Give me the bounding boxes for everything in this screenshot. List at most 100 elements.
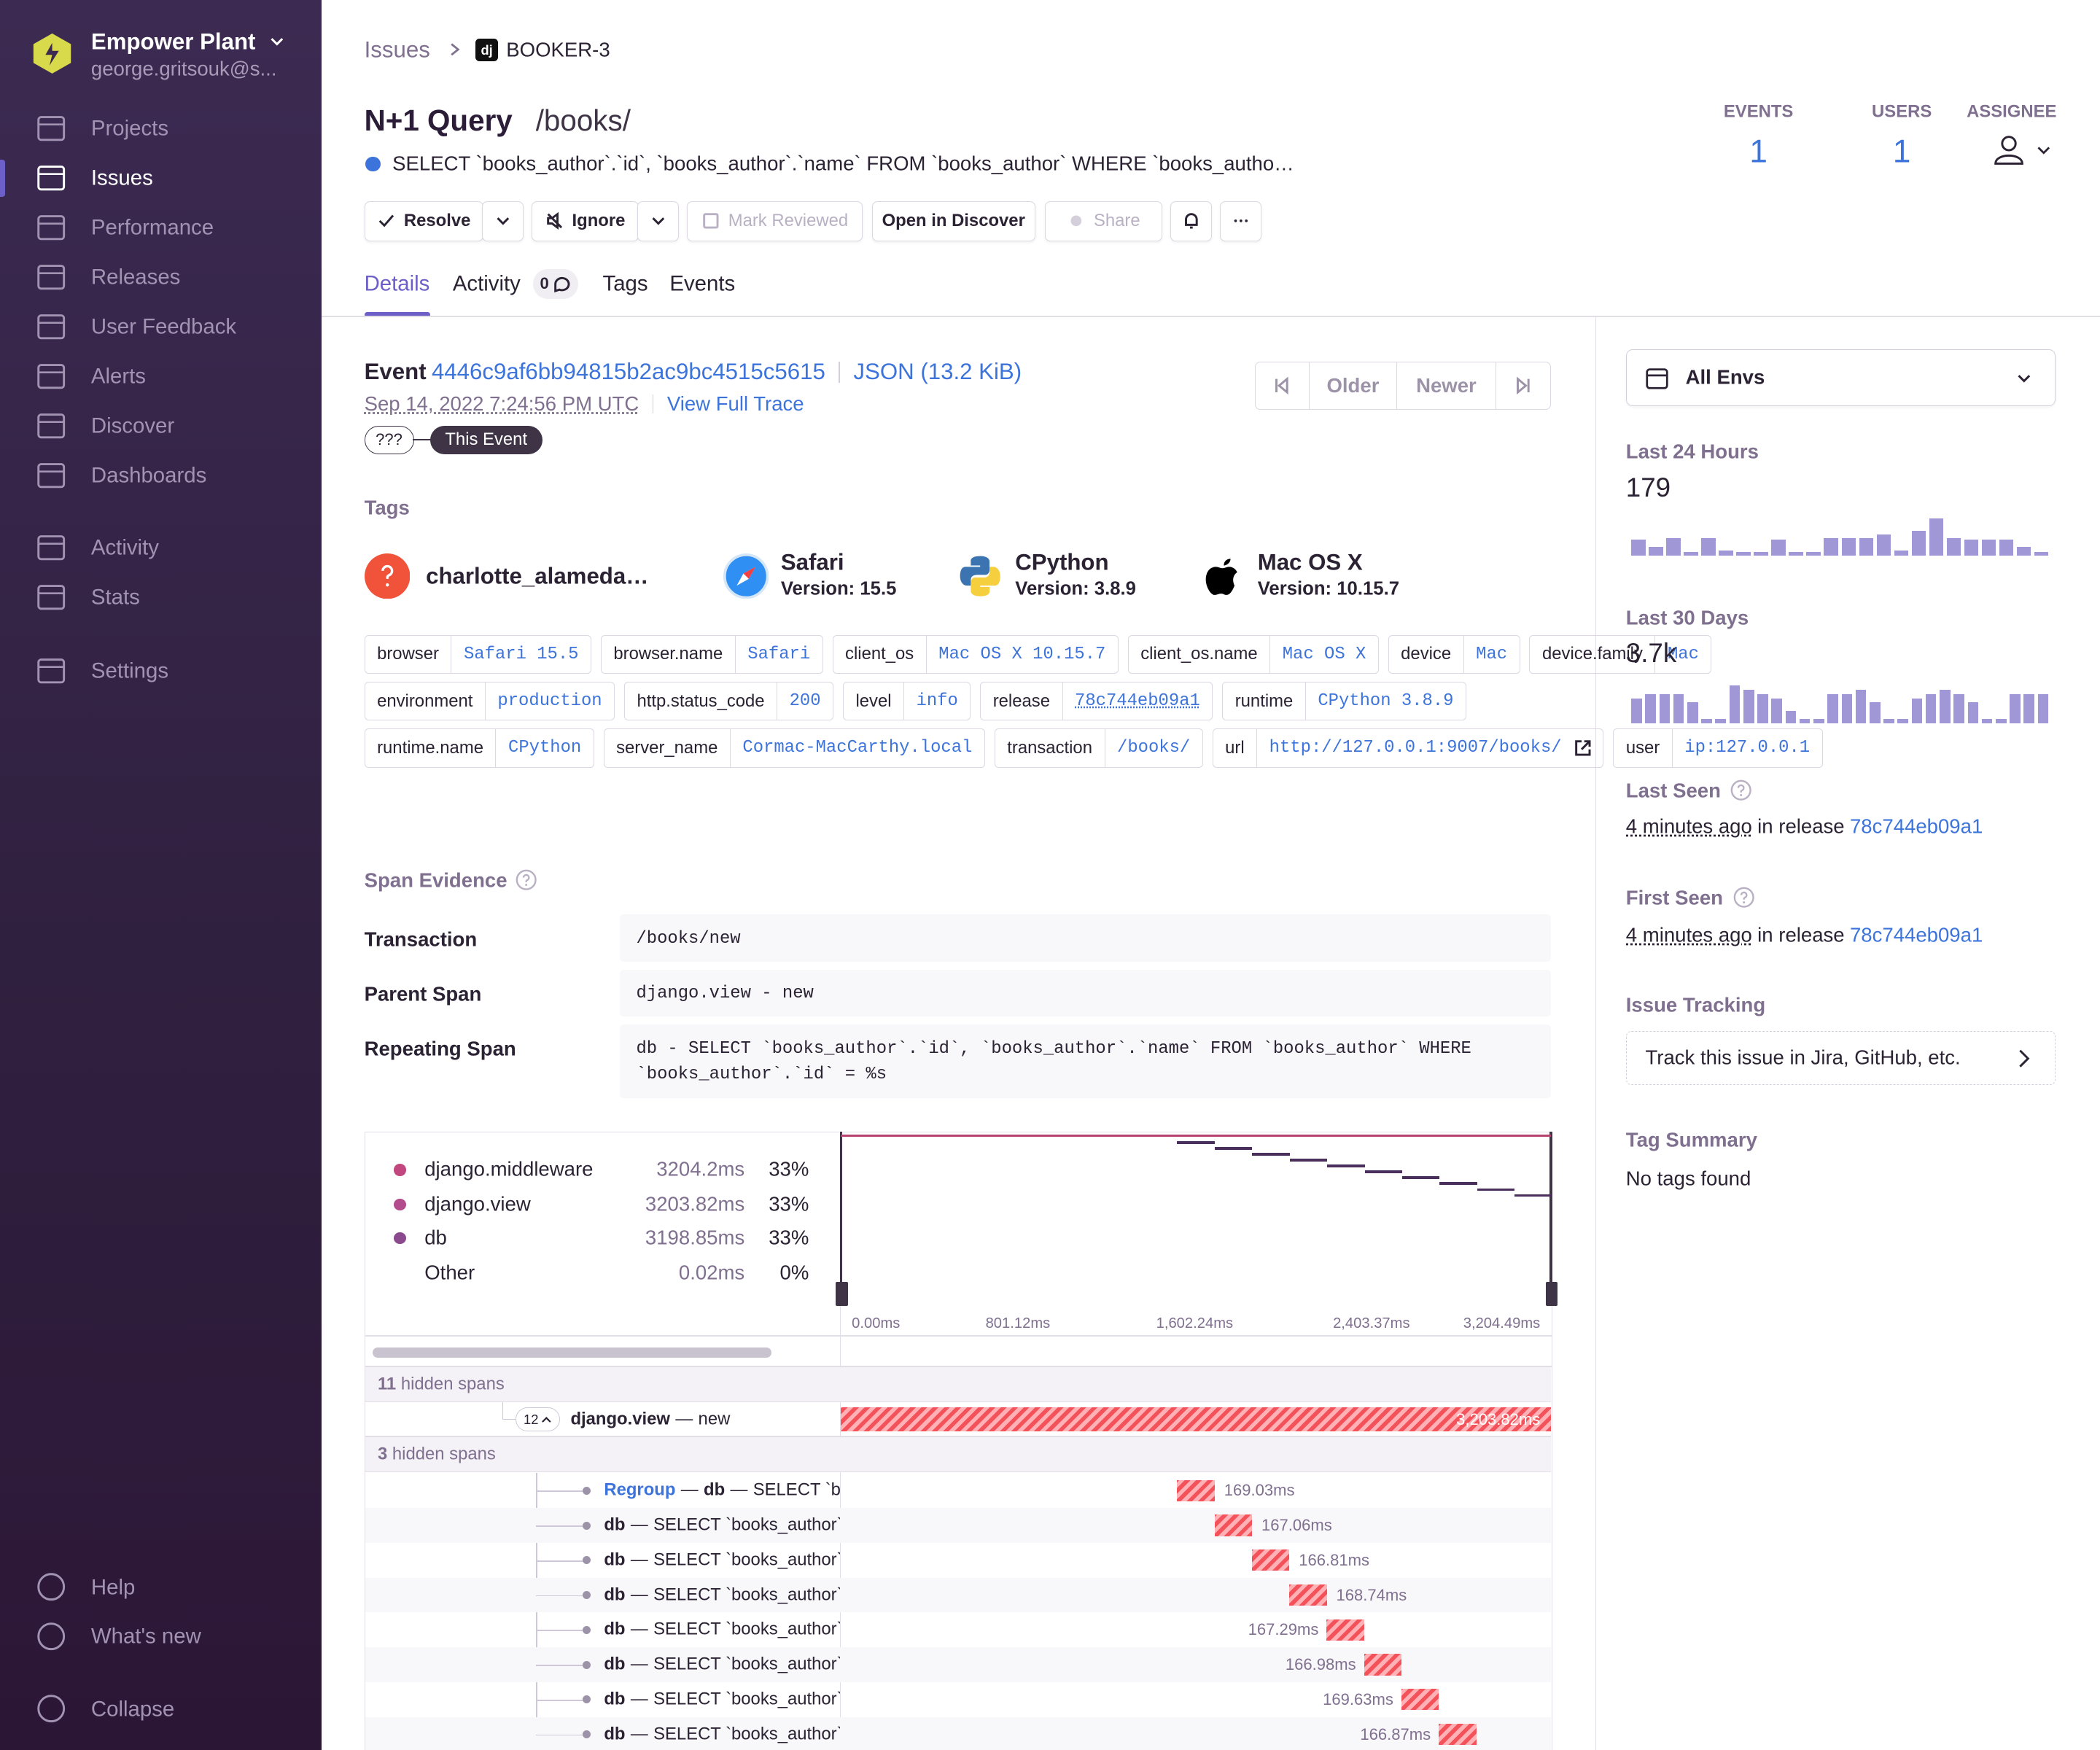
view-trace[interactable]: View Full Trace: [666, 392, 804, 416]
nav-item[interactable]: Dashboards: [90, 463, 207, 488]
action-button[interactable]: [1220, 201, 1262, 241]
nav-item[interactable]: Projects: [90, 116, 169, 141]
action-button[interactable]: [637, 201, 680, 241]
action-button[interactable]: [482, 201, 524, 241]
tag-pill[interactable]: browser Safari 15.5: [364, 634, 591, 674]
tag-pill[interactable]: device.family Mac: [1529, 634, 1712, 674]
icon-part: [36, 364, 65, 389]
spark-bar: [1981, 719, 1993, 723]
breadcrumb[interactable]: Issues: [364, 36, 430, 63]
nav-button[interactable]: Newer: [1397, 362, 1496, 410]
tab[interactable]: Details: [364, 271, 430, 296]
nav-item[interactable]: Activity: [90, 535, 159, 560]
tree-branch: [535, 1490, 587, 1493]
tag-pill[interactable]: runtime.name CPython: [364, 728, 594, 768]
action-button[interactable]: Open in Discover: [871, 201, 1035, 241]
spark-bar: [1659, 693, 1671, 723]
tag-pill[interactable]: level info: [842, 681, 971, 721]
tag-pill[interactable]: user ip:127.0.0.1: [1613, 728, 1823, 768]
stat-value[interactable]: 1: [1892, 133, 1911, 170]
tree-dot: [582, 1695, 591, 1704]
icon-part: [36, 535, 65, 561]
nav-item[interactable]: Issues: [90, 166, 153, 190]
tab[interactable]: Events: [669, 271, 736, 296]
nav-button[interactable]: [1496, 362, 1550, 409]
nav-item[interactable]: Discover: [90, 413, 175, 438]
action-button[interactable]: Mark Reviewed: [687, 201, 863, 241]
tags-title: Tags: [364, 496, 410, 519]
tree-branch: [535, 1560, 587, 1562]
tree-branch: [535, 1699, 587, 1701]
nav-button[interactable]: Older: [1310, 362, 1398, 410]
issue-tracking-box[interactable]: Track this issue in Jira, GitHub, etc.: [1625, 1031, 2056, 1085]
span-bar: [1401, 1689, 1439, 1711]
legend-name: django.middleware: [424, 1157, 594, 1181]
tag-pill[interactable]: browser.name Safari: [600, 634, 823, 674]
nav-item[interactable]: Collapse: [90, 1697, 175, 1722]
minimap-span: [1252, 1153, 1290, 1156]
event-json[interactable]: JSON (13.2 KiB): [853, 359, 1022, 385]
hidden-spans[interactable]: 11 hidden spans: [378, 1374, 505, 1396]
span-duration: 167.29ms: [1248, 1620, 1319, 1639]
nav-item[interactable]: Stats: [90, 585, 140, 610]
stat-value[interactable]: 1: [1749, 133, 1768, 170]
regroup-link[interactable]: Regroup: [604, 1479, 676, 1500]
button-icon: [1067, 211, 1086, 230]
tab[interactable]: Tags: [602, 271, 648, 296]
tag-pill[interactable]: transaction/books/: [994, 728, 1203, 768]
nav-button[interactable]: [1256, 362, 1310, 410]
hidden-spans[interactable]: 3 hidden spans: [378, 1444, 496, 1465]
span-desc: SELECT `books_author`: [653, 1619, 840, 1639]
nav-icon: [36, 533, 66, 562]
icon-part: [451, 43, 460, 56]
nav-item[interactable]: What's new: [90, 1624, 201, 1649]
caret: [541, 1415, 552, 1426]
nav-item[interactable]: Alerts: [90, 364, 146, 389]
tag-pill[interactable]: http.status_code 200: [623, 681, 834, 721]
action-button[interactable]: Share: [1044, 201, 1163, 241]
comment-icon: [553, 275, 572, 294]
icon-part: [1646, 368, 1669, 390]
seen-ago: 4 minutes ago: [1625, 923, 1752, 946]
tag-pill[interactable]: client_os Mac OS X 10.15.7: [832, 634, 1119, 674]
divider: [839, 361, 841, 383]
tab[interactable]: Activity: [452, 271, 521, 296]
tag-pill[interactable]: device Mac: [1388, 634, 1520, 674]
icon-part: [33, 33, 71, 74]
nav-item[interactable]: Settings: [90, 658, 169, 683]
tag-row: runtime.name CPython server_name Cormac-Mac…: [364, 728, 1832, 768]
spark-bar: [1855, 690, 1867, 723]
tag-pill[interactable]: runtime CPython 3.8.9: [1222, 681, 1466, 721]
action-button[interactable]: [1170, 201, 1213, 241]
tag-pill[interactable]: client_os.name Mac OS X: [1127, 634, 1379, 674]
env-select[interactable]: All Envs: [1625, 349, 2056, 406]
action-button[interactable]: Ignore: [532, 201, 639, 241]
nav-item[interactable]: User Feedback: [90, 314, 237, 339]
action-button[interactable]: Resolve: [364, 201, 484, 241]
tag-pill[interactable]: environment production: [364, 681, 615, 721]
spark-bar: [1771, 698, 1782, 723]
icon-part: [1730, 779, 1751, 801]
tag-pill[interactable]: server_name Cormac-MacCarthy.local: [603, 728, 985, 768]
span-group-toggle[interactable]: 12: [516, 1407, 560, 1432]
nav-item[interactable]: Help: [90, 1574, 136, 1599]
span-bar: [1251, 1549, 1290, 1571]
icon-part: [743, 566, 755, 579]
tag-value: production: [497, 691, 602, 712]
seen-release[interactable]: 78c744eb09a1: [1849, 814, 1983, 838]
nav-item[interactable]: Performance: [90, 215, 214, 240]
tag-pill[interactable]: release 78c744eb09a1: [980, 681, 1213, 721]
event-id[interactable]: 4446c9af6bb94815b2ac9bc4515c5615: [431, 359, 825, 385]
nav-icon: [36, 461, 66, 490]
nav-item[interactable]: Releases: [90, 265, 181, 289]
nav-icon: [36, 1694, 66, 1723]
span-duration: 168.74ms: [1336, 1585, 1407, 1604]
hidden-row: [365, 1436, 1551, 1472]
assignee-picker[interactable]: [1993, 134, 2057, 169]
stat-title: Last 30 Days: [1625, 606, 1749, 629]
seen-release[interactable]: 78c744eb09a1: [1849, 923, 1983, 946]
tag-pill[interactable]: url http://127.0.0.1:9007/books/: [1212, 728, 1604, 768]
spark-bar: [2037, 693, 2049, 723]
tree-dot: [582, 1591, 591, 1600]
